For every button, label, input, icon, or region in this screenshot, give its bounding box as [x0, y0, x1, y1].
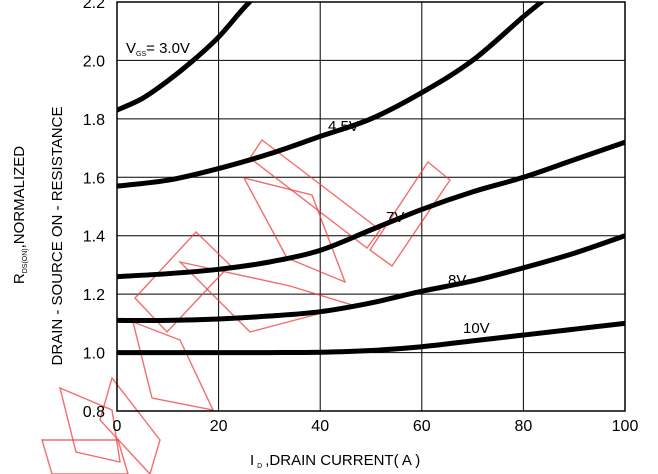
x-tick-label: 100: [612, 418, 639, 435]
curve-label-vgs-value: = 3.0V: [146, 40, 190, 57]
series-lines: [117, 2, 625, 356]
tick-labels: 0 20 40 60 80 100 0.8 1.0 1.2 1.4 1.6 1.8 2.0 2.2: [83, 0, 639, 435]
y-tick-label: 2.2: [83, 0, 105, 12]
y-tick-label: 1.6: [83, 170, 105, 187]
x-axis-title: I D ,DRAIN CURRENT( A ): [250, 452, 420, 470]
x-axis-symbol: I: [250, 452, 254, 469]
x-axis-subscript: D: [257, 463, 262, 470]
curve-label-vgs: VGS= 3.0V: [126, 40, 190, 58]
x-tick-label: 60: [413, 418, 431, 435]
curve-label-7v: 7V: [386, 209, 404, 226]
y-axis-title-line2: RDS(ON),NORMALIZED: [11, 146, 29, 284]
y-tick-label: 2.0: [83, 53, 105, 70]
y-tick-label: 1.8: [83, 112, 105, 129]
y-axis-text: ,NORMALIZED: [11, 146, 28, 249]
series-line-0: [117, 2, 253, 113]
x-axis-text: ,DRAIN CURRENT( A ): [265, 452, 420, 469]
series-line-3: [117, 233, 625, 324]
curve-label-4-5v: 4.5V: [328, 118, 359, 135]
x-tick-label: 80: [515, 418, 533, 435]
x-tick-label: 0: [113, 418, 122, 435]
watermark-shape: [131, 320, 215, 411]
curve-label-vgs-symbol: V: [126, 40, 136, 57]
series-line-2: [117, 139, 625, 280]
watermark-shape: [249, 138, 381, 249]
y-tick-label: 1.2: [83, 287, 105, 304]
watermark-shape: [99, 376, 161, 474]
svg-text:VGS= 3.0V: VGS= 3.0V: [126, 40, 190, 58]
curve-label-10v: 10V: [463, 320, 490, 337]
plot-border: [116, 1, 626, 412]
curve-label-8v: 8V: [448, 272, 466, 289]
y-tick-label: 0.8: [83, 404, 105, 421]
watermark: [41, 138, 451, 474]
watermark-shape: [242, 176, 347, 284]
x-tick-label: 20: [210, 418, 228, 435]
y-tick-label: 1.4: [83, 229, 105, 246]
y-axis-title-line1: DRAIN - SOURCE ON - RESISTANCE: [49, 107, 66, 366]
series-line-1: [117, 2, 546, 189]
y-axis-subscript: DS(ON): [22, 248, 29, 273]
watermark-shape: [58, 386, 121, 463]
watermark-shape: [41, 439, 129, 474]
plot-frame: [116, 1, 626, 412]
curve-label-vgs-subscript: GS: [136, 51, 146, 58]
y-tick-label: 1.0: [83, 346, 105, 363]
series-line-4: [117, 320, 625, 356]
x-tick-label: 40: [311, 418, 329, 435]
y-axis-symbol: R: [11, 273, 28, 284]
